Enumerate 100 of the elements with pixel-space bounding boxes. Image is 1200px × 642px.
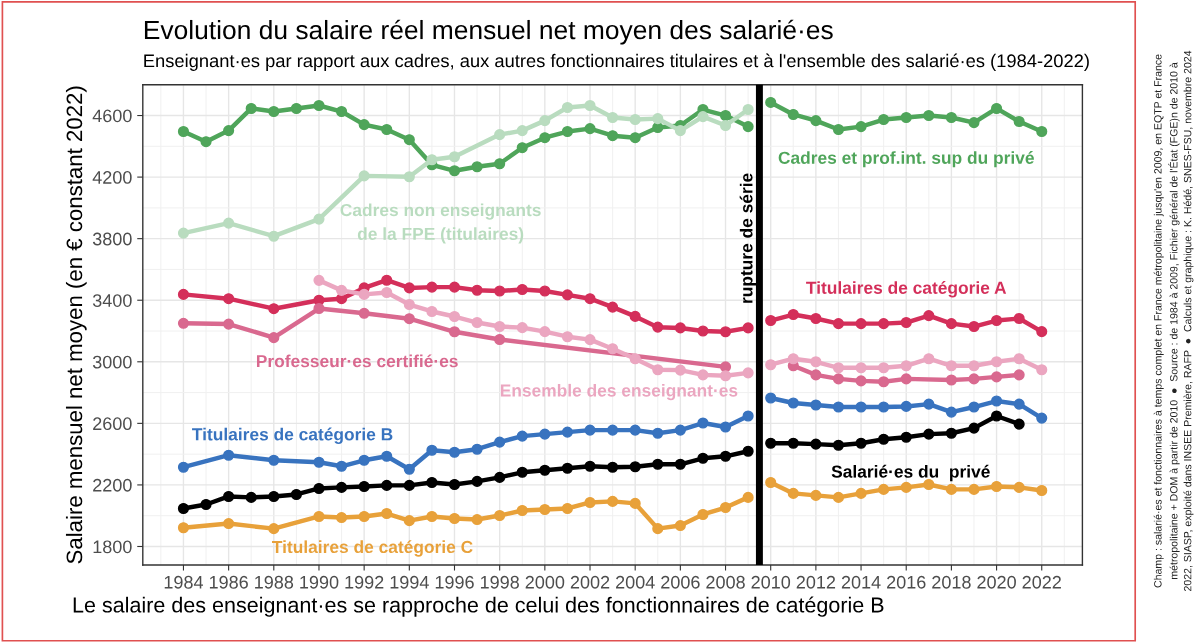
point [358, 119, 370, 131]
point [539, 285, 551, 297]
point [177, 461, 190, 473]
x-tick-label: 2020 [977, 575, 1016, 589]
chart-title: Evolution du salaire réel mensuel net moyen des salarié·es [144, 19, 833, 45]
point [177, 227, 190, 239]
y-tick-label: 3800 [92, 232, 132, 246]
point [1013, 418, 1025, 430]
point [426, 305, 438, 318]
point [561, 462, 573, 474]
point [945, 483, 957, 495]
x-tick-label: 2004 [616, 575, 655, 589]
series-label: Cadres et prof.int. sup du privé [778, 151, 1034, 168]
x-tick-label: 2006 [661, 575, 700, 589]
point [810, 399, 822, 411]
point [448, 326, 461, 338]
point [584, 424, 596, 436]
point [471, 513, 483, 526]
point [629, 353, 641, 365]
point [652, 458, 664, 470]
point [855, 487, 867, 499]
point [878, 362, 890, 374]
series-label: Titulaires de catégorie B [192, 427, 393, 444]
point [494, 129, 506, 141]
point [584, 99, 596, 112]
point [674, 364, 686, 376]
point [945, 360, 957, 372]
point [539, 428, 551, 440]
text: Champ : salarié·es et fonctionnaires à temps complet en France métropolitaine jusqu'en 2009, en EQTP et France métropolitaine + DOM à partir de 2010 ● Source : de 1984 à 2009, Fichier général de l'État (FGE)n de 2010 à 2022, SIASP, exploité dans INSEE Première, RAFP ● Calculs et graphique : K. Hédé, SNES-FSU, novembre 2024 [1153, 50, 1194, 591]
x-tick-label: 2000 [525, 575, 565, 589]
point [561, 289, 573, 301]
point [855, 437, 867, 449]
y-tick-label: 4600 [92, 109, 132, 123]
point [336, 460, 348, 472]
point [629, 424, 641, 436]
point [900, 400, 912, 412]
point [968, 401, 980, 413]
point [223, 217, 235, 229]
point [674, 520, 686, 532]
text: Le salaire des enseignant·es se rapproche de celui des fonctionnaires de catégorie B [73, 596, 884, 617]
point [607, 495, 619, 507]
point [358, 454, 370, 466]
point [448, 151, 461, 163]
point [268, 523, 280, 535]
point [1013, 481, 1025, 493]
series-label: Cadres non enseignants de la FPE (titulaires) [340, 203, 541, 244]
point [719, 501, 732, 514]
x-tick-label: 1992 [345, 575, 384, 589]
point [832, 123, 845, 136]
point [223, 318, 235, 330]
point [787, 437, 799, 449]
y-tick-label: 3000 [92, 355, 132, 369]
point [245, 491, 257, 503]
point [810, 438, 822, 450]
point [742, 103, 754, 116]
point [855, 362, 867, 374]
point [494, 158, 506, 170]
point [878, 113, 890, 126]
point [1036, 412, 1048, 424]
point [945, 427, 957, 439]
point [471, 316, 483, 329]
point [787, 487, 799, 499]
point [991, 102, 1003, 115]
point [968, 320, 980, 333]
point [945, 374, 957, 386]
point [629, 461, 641, 473]
point [584, 460, 596, 472]
point [584, 334, 596, 346]
point [381, 274, 393, 286]
point [765, 437, 777, 449]
point [200, 498, 212, 511]
point [1036, 326, 1048, 338]
point [855, 318, 867, 330]
point [358, 510, 370, 523]
point [991, 410, 1003, 422]
point [268, 490, 280, 503]
point [336, 481, 348, 493]
point [810, 489, 822, 501]
point [290, 102, 302, 115]
series-label: Ensemble des enseignant·es [500, 383, 738, 401]
point [719, 361, 732, 373]
point [900, 431, 912, 443]
point [719, 326, 732, 338]
point [607, 343, 619, 355]
point [403, 313, 415, 325]
point [1013, 353, 1025, 365]
point [719, 450, 732, 462]
point [223, 293, 235, 305]
point [652, 523, 664, 535]
point [652, 113, 664, 125]
point [945, 111, 957, 124]
point [584, 123, 596, 135]
point [923, 398, 935, 410]
point [494, 285, 506, 297]
point [968, 483, 980, 495]
point [674, 458, 686, 470]
point [1036, 364, 1048, 376]
point [516, 142, 528, 154]
point [494, 320, 506, 333]
y-tick-label: 2200 [93, 478, 132, 492]
